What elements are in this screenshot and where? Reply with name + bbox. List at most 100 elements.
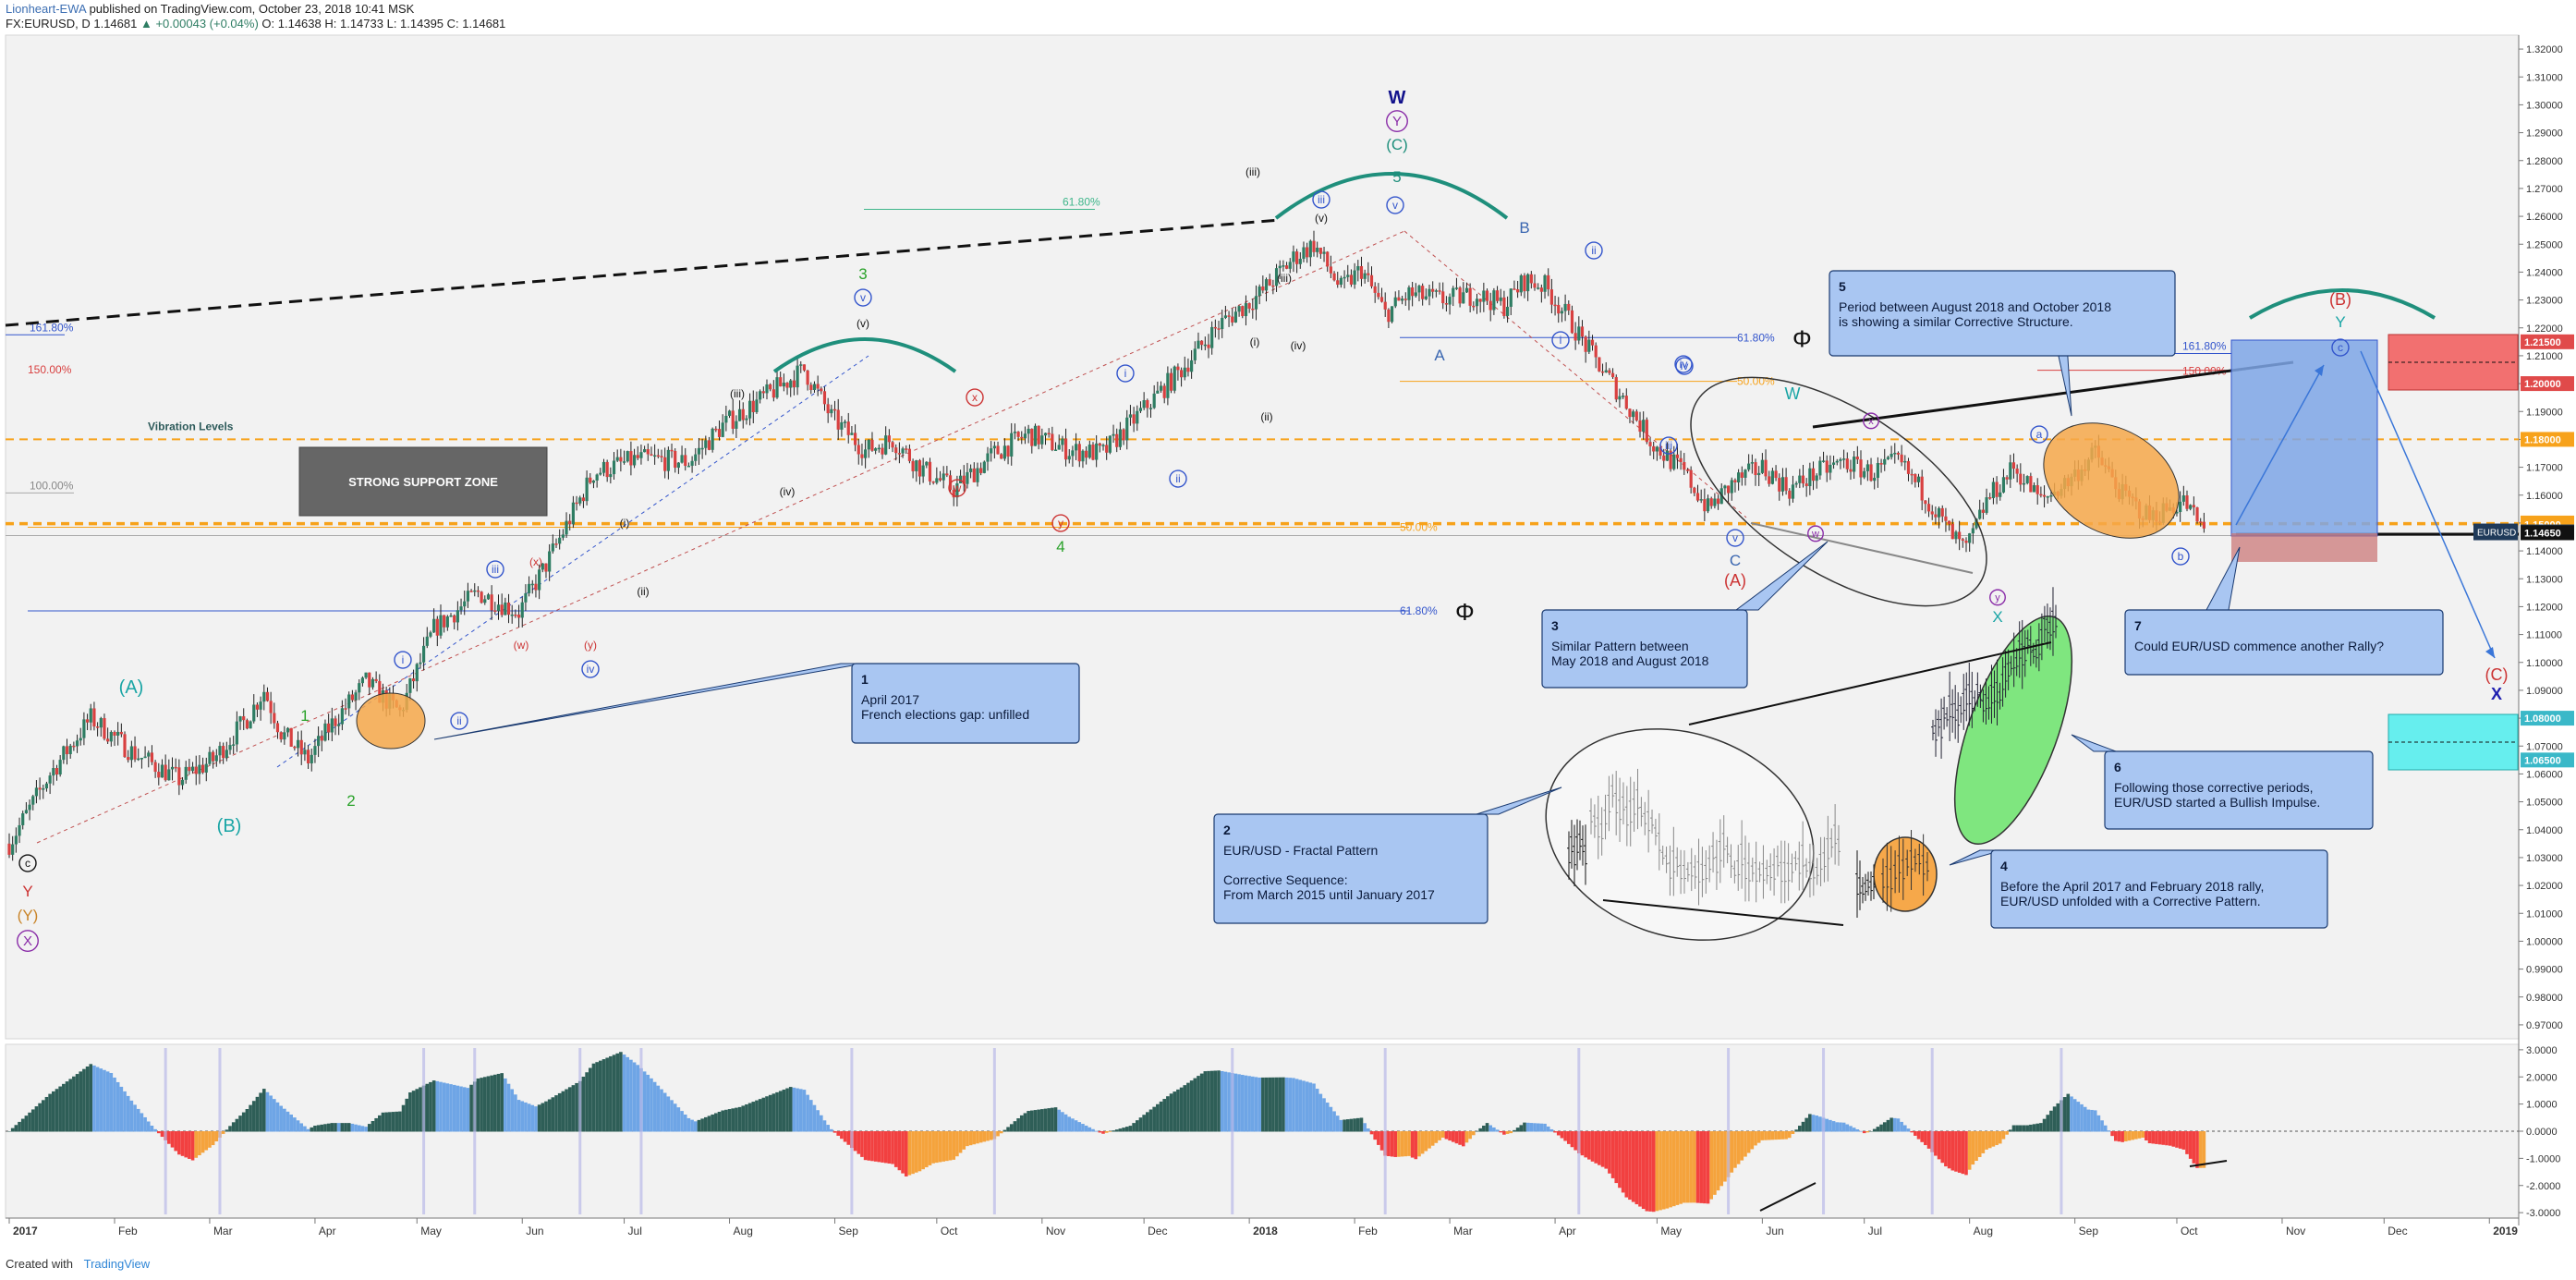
oscillator-bar bbox=[126, 1095, 130, 1132]
oscillator-bar bbox=[65, 1081, 69, 1132]
x-tick-label: Feb bbox=[118, 1225, 138, 1237]
candle bbox=[897, 453, 901, 455]
wave-label: (B) bbox=[217, 816, 242, 836]
candle bbox=[864, 449, 868, 458]
candle bbox=[704, 440, 708, 448]
candle bbox=[1978, 509, 1982, 519]
candle bbox=[466, 591, 470, 602]
candle bbox=[541, 563, 544, 570]
oscillator-bar bbox=[1475, 1130, 1479, 1132]
oscillator-bar bbox=[167, 1131, 171, 1144]
oscillator-bar bbox=[1325, 1103, 1330, 1132]
oscillator-bar bbox=[534, 1106, 538, 1132]
candle bbox=[1733, 480, 1737, 482]
y-tick-label: 1.07000 bbox=[2526, 741, 2563, 752]
oscillator-bar bbox=[700, 1118, 704, 1132]
candle bbox=[680, 455, 684, 463]
candle bbox=[1264, 279, 1269, 291]
wave-label-circle bbox=[1659, 436, 1678, 455]
oscillator-bar bbox=[622, 1054, 626, 1132]
candle bbox=[867, 439, 870, 450]
candle bbox=[836, 409, 840, 430]
oscillator-bar bbox=[996, 1131, 1000, 1137]
y-tick-label: 0.99000 bbox=[2526, 965, 2563, 976]
oscillator-bar bbox=[249, 1104, 252, 1132]
oscillator-bar bbox=[429, 1081, 432, 1132]
tradingview-logo[interactable]: TradingView bbox=[83, 1257, 151, 1271]
oscillator-bar bbox=[480, 1078, 483, 1132]
wave-label: (iii) bbox=[730, 387, 745, 400]
oscillator-bar bbox=[1424, 1131, 1428, 1152]
y-tick-label: 1.12000 bbox=[2526, 602, 2563, 613]
connector-line bbox=[1688, 641, 2052, 725]
oscillator-bar bbox=[456, 1085, 460, 1132]
author-link[interactable]: Lionheart-EWA bbox=[6, 2, 86, 16]
oscillator-bar bbox=[2192, 1131, 2196, 1164]
oscillator-bar bbox=[1369, 1131, 1374, 1135]
candle bbox=[1865, 464, 1869, 471]
candle bbox=[925, 461, 929, 466]
candle bbox=[68, 745, 72, 755]
candle bbox=[1261, 286, 1265, 291]
oscillator-bar bbox=[717, 1111, 722, 1132]
candle bbox=[979, 468, 983, 473]
candle bbox=[530, 583, 534, 586]
oscillator-bar bbox=[1770, 1131, 1775, 1140]
phi-symbol: Φ bbox=[1455, 598, 1475, 626]
candle bbox=[1091, 445, 1095, 460]
candle bbox=[1634, 411, 1638, 421]
oscillator-bar bbox=[1495, 1129, 1500, 1132]
candle bbox=[565, 520, 568, 535]
oscillator-bar bbox=[1695, 1131, 1700, 1203]
candle bbox=[364, 672, 368, 678]
oscillator-bar bbox=[1343, 1119, 1346, 1132]
oscillator-bar bbox=[2019, 1125, 2023, 1132]
oscillator-bar bbox=[928, 1131, 932, 1165]
oscillator-bar bbox=[1189, 1080, 1194, 1132]
oscillator-bar bbox=[1967, 1131, 1972, 1170]
osc-trendline bbox=[2189, 1160, 2228, 1167]
gap-ellipse bbox=[356, 692, 426, 750]
oscillator-bar bbox=[221, 1131, 225, 1134]
candle bbox=[860, 454, 864, 458]
y-tick-label: 1.21000 bbox=[2526, 351, 2563, 362]
wave-label-circle bbox=[450, 712, 468, 730]
vibration-label: Vibration Levels bbox=[148, 420, 234, 433]
oscillator-bar bbox=[1233, 1073, 1238, 1132]
oscillator-bar bbox=[214, 1131, 219, 1142]
oscillator-bar bbox=[796, 1088, 799, 1132]
oscillator-bar bbox=[2171, 1131, 2176, 1147]
oscillator-bar bbox=[962, 1131, 966, 1150]
candle bbox=[643, 449, 647, 453]
candle bbox=[445, 616, 449, 628]
oscillator-bar bbox=[170, 1131, 175, 1148]
oscillator-bar bbox=[1061, 1112, 1064, 1132]
candle bbox=[632, 455, 637, 466]
oscillator-bar bbox=[1777, 1131, 1781, 1140]
oscillator-bar bbox=[344, 1123, 347, 1132]
candle bbox=[1645, 420, 1648, 443]
oscillator-bar bbox=[853, 1131, 857, 1152]
oscillator-bar bbox=[41, 1100, 45, 1132]
candle bbox=[48, 775, 52, 784]
candle bbox=[1105, 445, 1109, 453]
candle bbox=[1207, 344, 1210, 348]
candle bbox=[1132, 414, 1136, 424]
wave-label-circle bbox=[1674, 355, 1693, 373]
oscillator-bar bbox=[334, 1123, 337, 1132]
oscillator-bar bbox=[541, 1103, 545, 1132]
oscillator-bar bbox=[425, 1083, 430, 1132]
candle bbox=[2039, 494, 2043, 496]
candle bbox=[877, 447, 881, 450]
candle bbox=[1971, 528, 1975, 534]
oscillator-bar bbox=[1006, 1127, 1010, 1132]
candle bbox=[14, 835, 18, 845]
oscillator-bar bbox=[1515, 1128, 1520, 1132]
oscillator-bar bbox=[2015, 1125, 2019, 1132]
oscillator-bar bbox=[1101, 1131, 1105, 1134]
oscillator-bar bbox=[1237, 1074, 1241, 1132]
candle bbox=[24, 810, 28, 814]
candle bbox=[1937, 507, 1941, 518]
oscillator-bar bbox=[190, 1131, 195, 1161]
